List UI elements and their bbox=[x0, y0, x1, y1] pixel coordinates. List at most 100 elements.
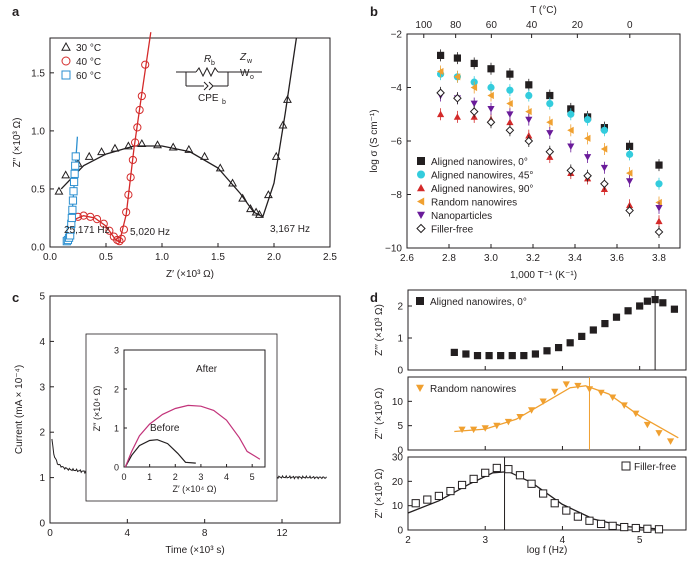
x-tick-label: 3.0 bbox=[484, 253, 498, 264]
top-tick-label: 0 bbox=[627, 20, 633, 31]
y-tick-label: 0 bbox=[397, 526, 403, 537]
data-point bbox=[126, 173, 135, 182]
data-point bbox=[184, 144, 194, 153]
data-point bbox=[71, 152, 80, 161]
panel-label-b: b bbox=[370, 4, 378, 19]
data-point bbox=[573, 512, 582, 521]
data-point bbox=[92, 215, 102, 224]
data-point bbox=[655, 430, 663, 437]
data-point bbox=[115, 237, 124, 246]
y-tick-label: 0 bbox=[397, 446, 403, 457]
data-point bbox=[481, 468, 490, 477]
legend-label: 60 °C bbox=[76, 71, 101, 82]
panel-label-c: c bbox=[12, 290, 19, 305]
data-point bbox=[282, 94, 292, 103]
data-point bbox=[68, 196, 78, 205]
data-point bbox=[600, 179, 609, 189]
legend-marker bbox=[416, 384, 424, 392]
data-point bbox=[525, 91, 533, 100]
legend-marker bbox=[416, 223, 426, 234]
data-point bbox=[434, 491, 443, 501]
data-point bbox=[659, 299, 667, 307]
data-point bbox=[589, 326, 597, 334]
data-point bbox=[200, 151, 210, 160]
data-point bbox=[566, 166, 576, 175]
data-point bbox=[69, 187, 78, 196]
y-axis-label: Z′′ (×10³ Ω) bbox=[374, 469, 385, 519]
legend-marker bbox=[417, 211, 425, 219]
data-point bbox=[70, 169, 79, 178]
data-point bbox=[670, 305, 679, 313]
data-point bbox=[583, 171, 592, 181]
data-point bbox=[54, 186, 64, 195]
data-point bbox=[469, 474, 478, 483]
data-point bbox=[117, 234, 126, 243]
data-point bbox=[278, 120, 288, 129]
data-point bbox=[470, 59, 478, 68]
panel-c-frame bbox=[49, 295, 341, 524]
y-tick-label: 0 bbox=[397, 366, 403, 377]
data-point bbox=[473, 352, 482, 360]
data-point bbox=[531, 350, 540, 358]
data-point bbox=[632, 410, 640, 418]
y-tick-label: 5 bbox=[397, 421, 403, 432]
data-point bbox=[506, 70, 514, 78]
data-point bbox=[487, 91, 494, 100]
data-point bbox=[123, 141, 133, 150]
data-point bbox=[271, 151, 281, 160]
data-point bbox=[215, 163, 225, 172]
data-point bbox=[133, 123, 142, 132]
data-point bbox=[238, 193, 248, 202]
inset-x-label: Z′ (×10⁴ Ω) bbox=[172, 484, 216, 494]
y-tick-label: −10 bbox=[385, 244, 402, 255]
data-point bbox=[655, 180, 663, 188]
data-point bbox=[600, 145, 608, 153]
data-point bbox=[626, 178, 634, 185]
data-point bbox=[436, 88, 445, 98]
data-point bbox=[251, 207, 261, 216]
data-point bbox=[450, 348, 458, 356]
data-point bbox=[437, 67, 444, 76]
data-point bbox=[504, 418, 512, 426]
data-point bbox=[487, 65, 495, 73]
inset-curve-1 bbox=[124, 404, 261, 468]
x-tick-label: 3 bbox=[482, 535, 488, 546]
data-point bbox=[485, 352, 493, 360]
y-tick-label: 30 bbox=[392, 453, 404, 464]
data-point bbox=[254, 209, 264, 218]
legend-marker bbox=[61, 56, 71, 66]
data-point bbox=[446, 486, 455, 496]
data-point bbox=[625, 206, 634, 215]
data-point bbox=[545, 147, 555, 157]
data-point bbox=[453, 93, 462, 103]
data-point bbox=[506, 86, 514, 94]
legend-label: Aligned nanowires, 90° bbox=[431, 184, 533, 195]
data-point bbox=[470, 100, 478, 108]
x-tick-label: 3.2 bbox=[526, 253, 540, 264]
data-point bbox=[228, 178, 238, 187]
data-point bbox=[486, 117, 496, 127]
inset-label-after: After bbox=[196, 364, 218, 375]
y-tick-label: 0 bbox=[39, 519, 45, 530]
y-tick-label: −4 bbox=[391, 83, 403, 94]
data-point bbox=[423, 495, 432, 504]
inset-frame bbox=[123, 349, 266, 468]
data-point bbox=[492, 463, 501, 473]
data-point bbox=[524, 136, 534, 146]
freq-annotation: 3,167 Hz bbox=[270, 224, 310, 235]
data-point bbox=[655, 161, 663, 169]
data-point bbox=[539, 398, 547, 405]
data-point bbox=[620, 522, 629, 532]
x-tick-label: 5 bbox=[250, 472, 255, 482]
data-point bbox=[546, 99, 554, 108]
cpe-icon bbox=[203, 81, 209, 91]
data-point bbox=[137, 91, 146, 101]
x-tick-label: 2 bbox=[173, 472, 178, 482]
x-tick-label: 2.8 bbox=[442, 253, 456, 264]
rb-label: R bbox=[204, 54, 211, 65]
data-point bbox=[554, 344, 563, 352]
x-tick-label: 1 bbox=[147, 472, 152, 482]
